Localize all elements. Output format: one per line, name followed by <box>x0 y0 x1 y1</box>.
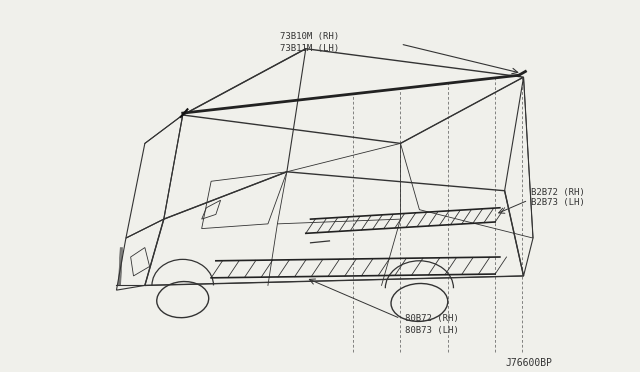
Text: 73B10M (RH): 73B10M (RH) <box>280 32 339 41</box>
Text: 73B11M (LH): 73B11M (LH) <box>280 44 339 52</box>
Text: B2B73 (LH): B2B73 (LH) <box>531 198 585 207</box>
Text: J76600BP: J76600BP <box>505 358 552 368</box>
Text: 80B72 (RH): 80B72 (RH) <box>405 314 459 323</box>
Text: B2B72 (RH): B2B72 (RH) <box>531 187 585 196</box>
Text: 80B73 (LH): 80B73 (LH) <box>405 326 459 335</box>
